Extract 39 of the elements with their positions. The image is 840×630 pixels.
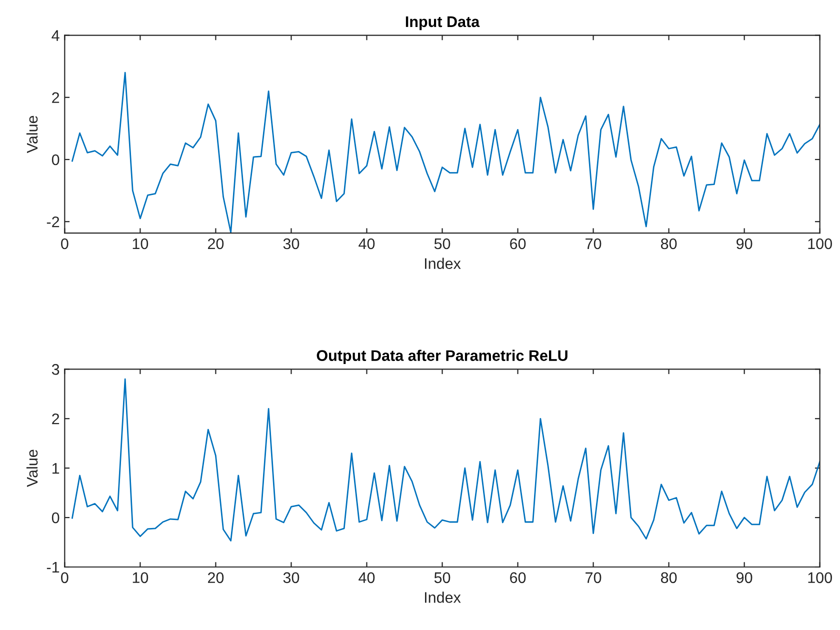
x-tick-label: 60 xyxy=(510,572,526,584)
x-tick-label: 10 xyxy=(132,238,148,250)
x-tick-label: 90 xyxy=(736,572,752,584)
x-tick-label: 10 xyxy=(132,572,148,584)
x-tick-label: 50 xyxy=(434,572,450,584)
x-tick-label: 70 xyxy=(586,238,602,250)
line-series xyxy=(72,72,820,234)
x-tick-label: 40 xyxy=(358,238,375,250)
line-series xyxy=(72,378,820,542)
y-tick-label: 2 xyxy=(52,414,60,424)
x-tick-label: 40 xyxy=(358,572,375,584)
x-tick-label: 90 xyxy=(736,238,752,250)
y-tick-label: 3 xyxy=(52,364,60,375)
x-axis-title: Index xyxy=(424,592,461,603)
x-tick-label: 0 xyxy=(61,572,68,584)
x-tick-label: 0 xyxy=(61,238,68,250)
y-tick-label: 4 xyxy=(52,30,60,41)
x-tick-label: 30 xyxy=(283,238,300,250)
y-tick-label: -2 xyxy=(46,216,60,228)
x-tick-label: 60 xyxy=(510,238,526,250)
x-tick-label: 30 xyxy=(283,572,300,584)
x-axis-title: Index xyxy=(424,258,461,269)
y-tick-label: 0 xyxy=(52,512,60,524)
x-tick-label: 20 xyxy=(208,238,224,250)
chart-title: Output Data after Parametric ReLU xyxy=(316,350,568,364)
y-tick-label: -1 xyxy=(46,562,60,573)
y-axis-title: Value xyxy=(26,116,38,154)
y-tick-label: 0 xyxy=(52,154,60,166)
y-tick-label: 2 xyxy=(52,92,60,103)
y-axis-title: Value xyxy=(26,450,38,487)
x-tick-label: 20 xyxy=(208,572,224,584)
x-tick-label: 80 xyxy=(660,238,677,250)
x-tick-label: 100 xyxy=(808,572,832,584)
chart-title: Input Data xyxy=(406,16,480,30)
y-tick-label: 1 xyxy=(52,463,60,474)
x-tick-label: 80 xyxy=(660,572,677,584)
x-tick-label: 100 xyxy=(808,238,832,250)
x-tick-label: 50 xyxy=(434,238,450,250)
x-tick-label: 70 xyxy=(586,572,602,584)
